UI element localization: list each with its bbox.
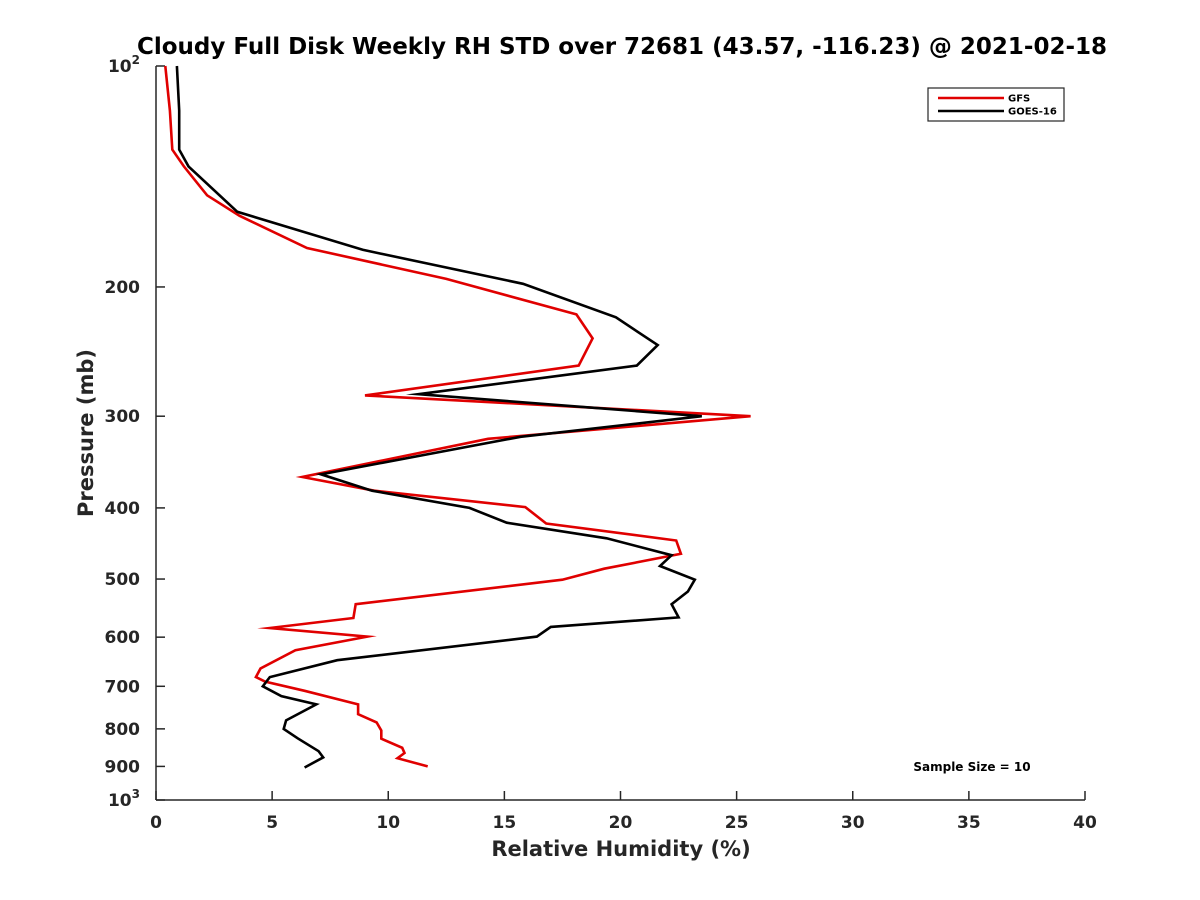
y-tick-label: 500	[105, 570, 141, 590]
y-tick-label: 103	[108, 787, 140, 811]
x-tick-label: 15	[493, 813, 517, 833]
legend-label: GOES-16	[1008, 107, 1057, 118]
y-tick-label: 300	[105, 407, 141, 427]
sample-size-annotation: Sample Size = 10	[913, 760, 1030, 774]
y-axis-label: Pressure (mb)	[74, 349, 98, 517]
y-tick-label: 700	[105, 677, 141, 697]
y-tick-label: 102	[108, 53, 140, 77]
x-tick-label: 30	[841, 813, 865, 833]
axes: 0 5 10 15 20 25 30 35 40 102 200 300 400 500 600 700 800…	[105, 53, 1097, 833]
x-tick-label: 35	[957, 813, 981, 833]
x-tick-label: 25	[725, 813, 749, 833]
series-layer	[164, 65, 751, 769]
series-line-goes-16	[175, 65, 702, 769]
x-tick-label: 40	[1073, 813, 1097, 833]
x-tick-label: 20	[609, 813, 633, 833]
legend-label: GFS	[1008, 94, 1030, 105]
legend: GFS GOES-16	[927, 87, 1065, 122]
legend-box	[927, 87, 1065, 122]
x-tick-label: 0	[150, 813, 162, 833]
x-tick-label: 5	[266, 813, 278, 833]
x-tick-label: 10	[376, 813, 400, 833]
series-line-gfs	[164, 65, 751, 768]
y-tick-label: 400	[105, 499, 141, 519]
y-tick-label: 200	[105, 278, 141, 298]
y-tick-label: 800	[105, 720, 141, 740]
y-tick-label: 600	[105, 628, 141, 648]
x-axis-label: Relative Humidity (%)	[491, 837, 750, 861]
y-tick-label: 900	[105, 757, 141, 777]
chart-title: Cloudy Full Disk Weekly RH STD over 7268…	[137, 34, 1107, 60]
